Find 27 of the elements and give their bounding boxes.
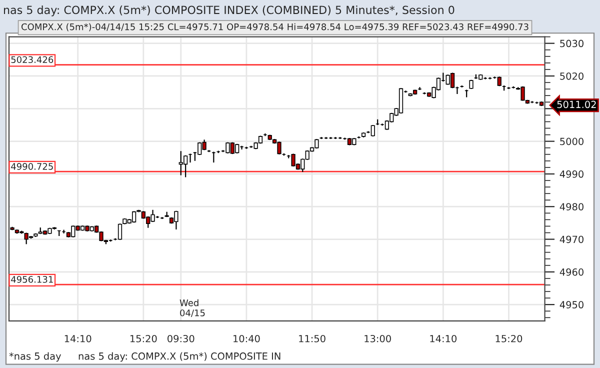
y-tick-label: 5030 xyxy=(560,40,584,48)
candlestick xyxy=(450,72,455,89)
x-tick-label: 15:20 xyxy=(496,334,522,342)
chart-subtitle: COMPX.X (5m*)-04/14/15 15:25 CL=4975.71 OP=4978.54 Hi=4978.54 Lo=4975.39 REF=5023.43 REF=4990.73 xyxy=(22,23,528,32)
chart-title: nas 5 day: COMPX.X (5m*) COMPOSITE INDEX (COMBINED) 5 Minutes*, Session 0 xyxy=(4,6,454,16)
text: *nas 5 day xyxy=(9,352,62,362)
y-tick-label: 4950 xyxy=(560,301,584,308)
candlestick xyxy=(118,223,122,240)
annotation: Wed 04/15 xyxy=(180,299,205,318)
y-tick-label: 5020 xyxy=(560,72,584,80)
ref-line-label: 4990.725 xyxy=(11,163,53,170)
y-tick-label: 5000 xyxy=(560,138,584,146)
text: 5011.02 xyxy=(557,100,596,108)
text: nas 5 day: COMPX.X (5m*) COMPOSITE IN xyxy=(78,352,280,362)
x-tick-label: 13:00 xyxy=(364,334,391,342)
y-tick-label: 4990 xyxy=(560,170,584,178)
y-tick-label: 4980 xyxy=(560,203,584,210)
x-tick-label: 15:20 xyxy=(130,334,157,342)
x-tick-label: 10:40 xyxy=(234,334,260,342)
x-tick-label: 14:10 xyxy=(430,334,457,342)
y-tick-label: 4960 xyxy=(560,268,584,276)
ref-line-label: 5023.426 xyxy=(11,56,54,64)
y-tick-label: 4970 xyxy=(560,236,584,244)
x-tick-label: 14:10 xyxy=(64,334,92,342)
x-tick-label: 09:30 xyxy=(168,334,194,342)
ref-line-label: 4956.131 xyxy=(11,276,53,283)
x-tick-label: 11:50 xyxy=(299,334,326,342)
